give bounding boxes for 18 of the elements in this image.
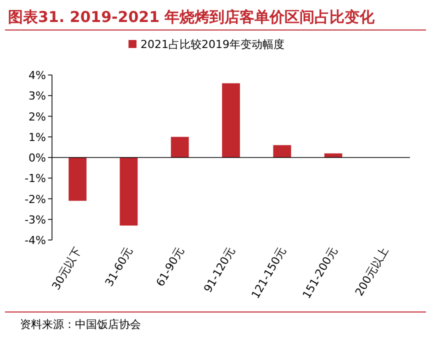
bar xyxy=(222,83,240,158)
y-tick-label: 4% xyxy=(28,69,46,82)
y-tick-label: 0% xyxy=(28,152,46,164)
y-tick-label: -2% xyxy=(24,192,46,206)
y-tick-label: -3% xyxy=(24,213,46,226)
bar xyxy=(68,158,87,201)
y-tick-label: -1% xyxy=(24,172,46,186)
chart-title: 图表31. 2019-2021 年烧烤到店客单价区间占比变化 xyxy=(8,8,376,26)
bar xyxy=(170,136,189,158)
text: 资料来源：中国饭店协会 xyxy=(20,318,141,331)
x-tick-label: 30元以下 xyxy=(49,245,84,292)
bar xyxy=(273,145,292,158)
bar xyxy=(120,158,138,226)
y-tick-label: 1% xyxy=(28,130,46,144)
y-tick-label: 3% xyxy=(28,90,46,103)
y-tick-label: -4% xyxy=(24,234,46,247)
y-tick-label: 2% xyxy=(28,110,46,124)
legend: 2021占比较2019年变动幅度 xyxy=(128,38,284,51)
